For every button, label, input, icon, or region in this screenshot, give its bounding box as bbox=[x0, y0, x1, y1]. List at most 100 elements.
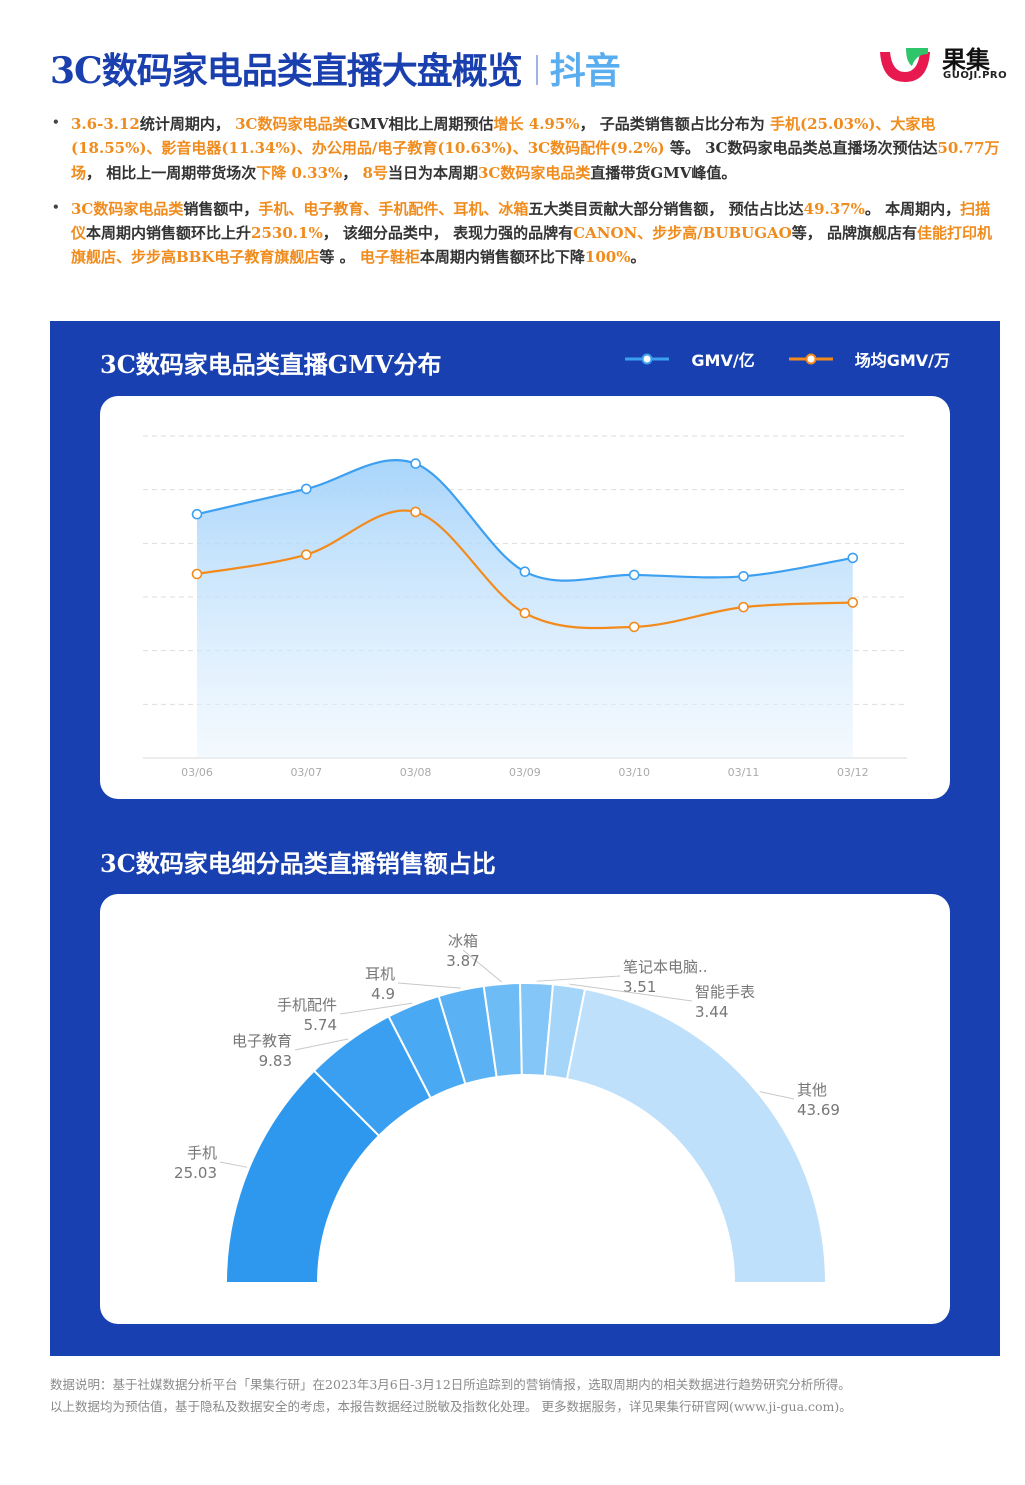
slice-label: 冰箱 bbox=[448, 932, 478, 950]
slice-label: 其他 bbox=[797, 1081, 827, 1099]
body-text: GMV相比上周期预估 bbox=[347, 115, 494, 133]
logo-subtitle: GUOJI.PRO bbox=[943, 70, 1008, 81]
body-text: 五大类目贡献大部分销售额， 预估占比达 bbox=[528, 199, 804, 218]
x-tick-label: 03/10 bbox=[618, 766, 650, 779]
highlight-text: 49.37% bbox=[803, 199, 865, 218]
bullet-text: 3C数码家电品类销售额中，手机、电子教育、手机配件、耳机、冰箱五大类目贡献大部分… bbox=[71, 200, 992, 267]
highlight-text: 2530.1% bbox=[251, 224, 323, 243]
slice-leader-line bbox=[219, 1161, 248, 1168]
data-point-gmv bbox=[301, 483, 312, 495]
highlight-text: 手机(25.03%)、大家电(18.55%)、影音电器(11.34%)、办公用品… bbox=[71, 115, 936, 158]
bullet-dot: • bbox=[52, 115, 60, 129]
slice-value: 25.03 bbox=[174, 1164, 217, 1182]
body-text: ， 子品类销售额占比分布为 bbox=[579, 115, 771, 133]
logo-name: 果集 bbox=[942, 46, 990, 74]
body-text: 本周期内销售额环比下降 bbox=[419, 248, 585, 267]
highlight-text: 3C数码家电品类 bbox=[235, 115, 348, 133]
chart-panel: 3C数码家电品类直播GMV分布 GMV/亿 场均GMV/万 03/06 03/07… bbox=[50, 321, 1000, 1356]
highlight-text: 3.6-3.12 bbox=[71, 115, 140, 133]
slice-leader-line bbox=[339, 1002, 413, 1015]
pie-chart-title: 3C数码家电细分品类直播销售额占比 bbox=[100, 849, 496, 878]
body-text: 。 本周期内， bbox=[864, 199, 961, 218]
data-point-avg-gmv bbox=[738, 601, 749, 613]
summary-bullet-1: • 3.6-3.12统计周期内， 3C数码家电品类GMV相比上周期预估增长 4.9… bbox=[50, 112, 1002, 185]
legend-label-avg-gmv: 场均GMV/万 bbox=[854, 351, 950, 370]
platform-label: 抖音 bbox=[549, 51, 621, 92]
data-point-avg-gmv bbox=[191, 568, 203, 580]
x-tick-label: 03/11 bbox=[728, 766, 760, 779]
highlight-text: 佳能打印机旗舰店、步步高BBK电子教育旗舰店 bbox=[71, 224, 992, 267]
slice-value: 5.74 bbox=[304, 1016, 337, 1034]
data-point-avg-gmv bbox=[519, 607, 531, 619]
highlight-text: 100% bbox=[584, 248, 631, 267]
slice-leader-line bbox=[569, 983, 693, 1002]
page-header: 3C数码家电品类直播大盘概览 抖音 果集 GUOJI.PRO bbox=[50, 40, 1007, 96]
slice-leader-line bbox=[759, 1091, 795, 1100]
body-text: 当日为本周期 bbox=[387, 163, 478, 182]
slice-label: 手机配件 bbox=[277, 996, 337, 1014]
data-point-avg-gmv bbox=[628, 621, 640, 633]
legend-item-gmv: GMV/亿 bbox=[625, 347, 755, 371]
body-text: ， 该细分品类中， 表现力强的品牌有 bbox=[322, 224, 574, 243]
highlight-text: CANON、步步高/BUBUGAO bbox=[573, 224, 792, 243]
slice-label: 电子教育 bbox=[232, 1032, 292, 1050]
x-tick-label: 03/08 bbox=[400, 766, 432, 779]
body-text: 直播带货GMV峰值。 bbox=[590, 163, 737, 182]
category-share-half-donut: 手机 25.03 电子教育 9.83 手机配件 5.74 耳机 4.9 冰箱 3.87 笔记本电脑.… bbox=[174, 932, 840, 1284]
slice-leader-line bbox=[397, 982, 461, 989]
body-text: ， 相比上一周期带货场次 bbox=[86, 163, 257, 182]
data-point-gmv bbox=[410, 458, 421, 469]
legend-line-marker-icon bbox=[788, 353, 833, 365]
legend-label-gmv: GMV/亿 bbox=[691, 351, 755, 370]
body-text: 等。 3C数码家电品类总直播场次预估达 bbox=[664, 139, 938, 158]
line-chart-title: 3C数码家电品类直播GMV分布 bbox=[100, 350, 442, 379]
highlight-text: 3C数码家电品类 bbox=[477, 163, 591, 182]
summary-bullets: • 3.6-3.12统计周期内， 3C数码家电品类GMV相比上周期预估增长 4.9… bbox=[50, 112, 1002, 282]
highlight-text: 3C数码家电品类 bbox=[71, 199, 184, 218]
footnote-line-1: 数据说明：基于社媒数据分析平台「果集行研」在2023年3月6日-3月12日所追踪… bbox=[50, 1377, 851, 1392]
legend-line-marker-icon bbox=[625, 353, 670, 365]
slice-value: 43.69 bbox=[797, 1101, 840, 1119]
summary-bullet-2: • 3C数码家电品类销售额中，手机、电子教育、手机配件、耳机、冰箱五大类目贡献大部… bbox=[50, 197, 1002, 270]
title-divider bbox=[535, 55, 538, 85]
highlight-text: 8号 bbox=[362, 163, 388, 182]
body-text: 等， 品牌旗舰店有 bbox=[791, 224, 917, 243]
highlight-text: 扫描仪 bbox=[71, 199, 991, 243]
slice-value: 3.87 bbox=[446, 952, 479, 970]
slice-label: 智能手表 bbox=[695, 983, 755, 1001]
slice-value: 4.9 bbox=[371, 985, 395, 1003]
body-text: 。 bbox=[630, 248, 646, 267]
slice-label: 手机 bbox=[187, 1144, 217, 1162]
data-point-gmv bbox=[738, 571, 749, 582]
slice-value: 9.83 bbox=[259, 1052, 292, 1070]
x-tick-label: 03/07 bbox=[290, 766, 322, 779]
slice-leader-line bbox=[462, 949, 502, 983]
legend-item-avg-gmv: 场均GMV/万 bbox=[788, 347, 950, 371]
highlight-text: 下降 0.33% bbox=[256, 163, 343, 182]
data-point-gmv bbox=[628, 569, 640, 581]
data-point-avg-gmv bbox=[301, 549, 312, 560]
data-point-gmv bbox=[519, 566, 531, 577]
brand-logo: 果集 GUOJI.PRO bbox=[876, 40, 1007, 90]
bullet-dot: • bbox=[52, 199, 60, 214]
title-text: 3C数码家电品类直播大盘概览 bbox=[50, 50, 523, 92]
slice-value: 3.44 bbox=[695, 1003, 728, 1021]
highlight-text: 增长 4.95% bbox=[493, 115, 580, 133]
pie-chart-card: 手机 25.03 电子教育 9.83 手机配件 5.74 耳机 4.9 冰箱 3.87 笔记本电脑.… bbox=[100, 894, 950, 1324]
x-tick-label: 03/12 bbox=[837, 766, 869, 779]
donut-slice bbox=[565, 987, 828, 1284]
body-text: 等 。 bbox=[319, 248, 360, 267]
body-text: 本周期内销售额环比上升 bbox=[86, 224, 252, 243]
highlight-text: 50.77万场 bbox=[71, 139, 1000, 182]
slice-leader-line bbox=[294, 1038, 349, 1051]
slice-leader-line bbox=[536, 975, 621, 982]
gmv-line-chart: 03/06 03/07 03/08 03/09 03/10 03/11 03/12 bbox=[143, 435, 907, 779]
x-tick-label: 03/09 bbox=[509, 766, 541, 779]
data-point-avg-gmv bbox=[847, 597, 859, 608]
line-chart-legend: GMV/亿 场均GMV/万 bbox=[591, 347, 950, 371]
slice-label: 耳机 bbox=[365, 965, 395, 983]
body-text: ， bbox=[342, 163, 363, 182]
body-text: 销售额中， bbox=[183, 199, 259, 218]
data-footnote: 数据说明：基于社媒数据分析平台「果集行研」在2023年3月6日-3月12日所追踪… bbox=[50, 1374, 1010, 1418]
slice-value: 3.51 bbox=[623, 978, 656, 996]
